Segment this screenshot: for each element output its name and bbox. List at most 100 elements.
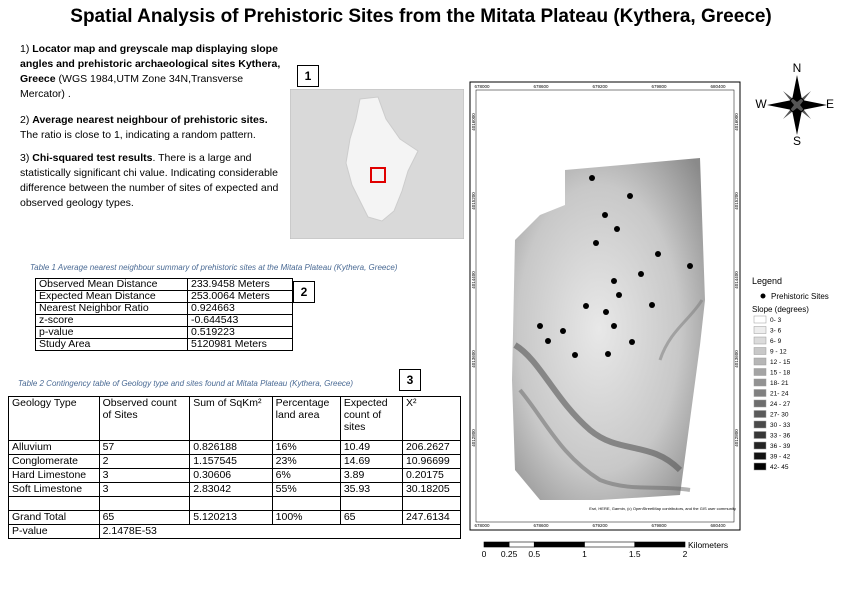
legend-swatch xyxy=(753,462,767,471)
compass-letter: N xyxy=(793,61,802,75)
scale-segment xyxy=(634,541,686,548)
scale-label: 0.5 xyxy=(528,549,540,559)
table-cell: 5120981 Meters xyxy=(187,338,293,351)
sites xyxy=(537,175,693,358)
ridge xyxy=(658,299,704,361)
y-coordinate: 4012800 xyxy=(471,429,476,447)
x-coordinate: 679800 xyxy=(651,523,667,528)
legend-swatch xyxy=(753,357,767,366)
legend-swatch xyxy=(753,378,767,387)
legend-label: 18- 21 xyxy=(770,380,789,387)
locator-island xyxy=(345,96,419,222)
note-text: The ratio is close to 1, indicating a ra… xyxy=(20,129,256,141)
table-cell: 3.89 xyxy=(339,468,403,483)
note-number: 2) xyxy=(20,114,30,126)
legend-label: 9 - 12 xyxy=(770,349,787,356)
table: Observed Mean Distance 233.9458 Meters Exp… xyxy=(35,278,293,351)
note-number: 3) xyxy=(20,152,30,164)
scale-label: 1 xyxy=(582,549,587,559)
compass-letter: W xyxy=(755,97,767,111)
x-coordinate: 678000 xyxy=(474,84,490,89)
legend-swatch xyxy=(753,315,767,324)
x-coordinate: 679800 xyxy=(651,84,667,89)
compass-letter: E xyxy=(826,97,834,111)
caption: Table 1 Average nearest neighbour summar… xyxy=(30,263,398,272)
legend-label: 3- 6 xyxy=(770,328,782,335)
table-row: z-score -0.644543 xyxy=(35,314,293,327)
legend-label: 0- 3 xyxy=(770,317,782,324)
legend-label: 39 - 42 xyxy=(770,454,791,461)
table-cell: P-value xyxy=(8,524,100,539)
valley xyxy=(513,342,683,473)
table-row: Soft Limestone 3 2.83042 55% 35.93 30.18205 xyxy=(8,482,462,497)
legend-swatch xyxy=(753,389,767,397)
figure-number: 2 xyxy=(293,281,315,303)
legend-title: Legend xyxy=(752,276,782,286)
table: Geology Type Observed count of Sites Sum o… xyxy=(8,396,462,539)
y-coordinate: 4016000 xyxy=(734,113,739,131)
y-coordinate: 4013600 xyxy=(471,350,476,368)
note: 2) Average nearest neighbour of prehisto… xyxy=(20,113,288,143)
x-coordinate: 678000 xyxy=(474,523,490,528)
scale-label: 0.25 xyxy=(501,549,518,559)
caption: Table 2 Contingency table of Geology typ… xyxy=(18,379,354,388)
legend-label: 21- 24 xyxy=(770,391,789,398)
legend-label: 36 - 39 xyxy=(770,443,791,450)
scale-segment xyxy=(483,541,510,548)
table-row: Study Area 5120981 Meters xyxy=(35,338,293,351)
table-cell: 14.69 xyxy=(339,454,403,469)
y-coordinate: 4015200 xyxy=(471,192,476,210)
legend-swatch xyxy=(753,431,767,439)
legend-swatch xyxy=(753,441,767,450)
table-row: P-value 2.1478E-53 xyxy=(8,524,462,539)
table-row: Grand Total 65 5.120213 100% 65 247.6134 xyxy=(8,510,462,525)
title: Spatial Analysis of Prehistoric Sites fr… xyxy=(70,6,772,27)
table-cell: 0.30606 xyxy=(189,468,273,483)
scale-label: 0 xyxy=(482,549,487,559)
table-row xyxy=(8,496,462,511)
note: 1) Locator map and greyscale map display… xyxy=(20,42,288,102)
figure-number: 1 xyxy=(297,65,319,87)
study-area-box xyxy=(370,167,386,183)
scale-segment xyxy=(584,541,636,548)
legend-label: 27- 30 xyxy=(770,412,789,419)
y-coordinate: 4016000 xyxy=(471,113,476,131)
legend-swatch xyxy=(753,347,767,355)
table-cell: 1.157545 xyxy=(189,454,273,469)
legend-swatch xyxy=(753,368,767,376)
legend-label: 30 - 33 xyxy=(770,422,791,429)
y-coordinate: 4014400 xyxy=(734,271,739,289)
scale-segment xyxy=(533,541,585,548)
legend-label: Prehistoric Sites xyxy=(771,292,829,301)
x-coordinate: 679200 xyxy=(592,84,608,89)
note-text: (WGS 1984,UTM Zone 34N,Transverse Mercat… xyxy=(20,73,244,100)
legend-label: 12 - 15 xyxy=(770,359,791,366)
scale-label: 1.5 xyxy=(629,549,641,559)
legend-label: 33 - 36 xyxy=(770,433,791,440)
scale-unit: Kilometers xyxy=(688,540,728,550)
y-coordinate: 4013600 xyxy=(734,350,739,368)
note-number: 1) xyxy=(20,43,30,55)
y-coordinate: 4014400 xyxy=(471,271,476,289)
table-cell: Sum of SqKm² xyxy=(189,396,273,441)
legend-site xyxy=(760,293,766,299)
figure-number: 3 xyxy=(399,369,421,391)
legend-swatch xyxy=(753,452,767,460)
x-coordinate: 678600 xyxy=(533,84,549,89)
table-cell: 0.826188 xyxy=(189,440,273,455)
table-cell: 100% xyxy=(271,510,341,525)
table-cell: Observed count of Sites xyxy=(98,396,191,441)
table-cell: 206.2627 xyxy=(401,440,462,455)
legend-title: Slope (degrees) xyxy=(752,305,809,314)
legend-label: 6- 9 xyxy=(770,338,782,345)
legend-swatch xyxy=(753,399,767,408)
valley xyxy=(518,388,691,492)
table-row: Expected Mean Distance 253.0064 Meters xyxy=(35,290,293,303)
note-bold: Chi-squared test results xyxy=(32,152,153,164)
legend-swatch xyxy=(753,410,767,418)
note: 3) Chi-squared test results. There is a … xyxy=(20,151,288,211)
legend-swatch xyxy=(753,326,767,334)
hillshade xyxy=(512,158,705,500)
